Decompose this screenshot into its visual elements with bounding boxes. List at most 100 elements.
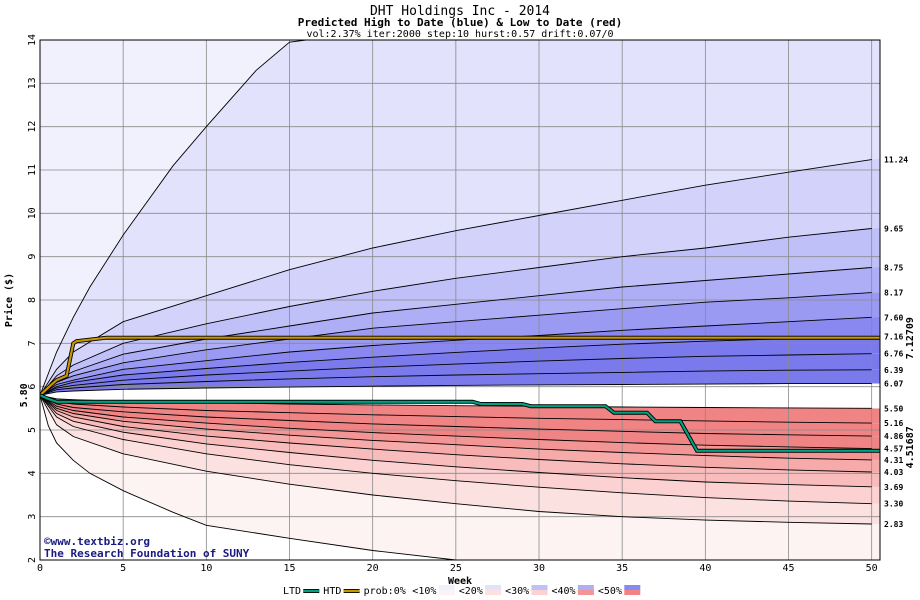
quantile-value-label: 8.75 — [884, 264, 903, 273]
x-tick-label: 0 — [37, 563, 43, 574]
y-tick-label: 8 — [27, 297, 38, 303]
quantile-curve — [40, 394, 872, 461]
quantile-value-label: 7.16 — [884, 332, 903, 341]
y-axis-ticks: 2 3 4 5 6 7 8 9 10 11 12 13 14 — [27, 34, 38, 563]
quantile-value-label: 4.03 — [884, 468, 903, 477]
series-lines — [40, 335, 880, 453]
upper-prob-band — [40, 369, 880, 396]
y-tick-label: 11 — [27, 164, 38, 176]
upper-prob-band — [40, 292, 880, 396]
lower-prob-band — [40, 395, 880, 473]
lower-prob-band — [40, 395, 880, 525]
quantile-curve — [40, 40, 307, 396]
lower-prob-band — [40, 395, 880, 504]
quantile-curve — [40, 394, 872, 488]
y-tick-label: 9 — [27, 254, 38, 260]
y-tick-label: 7 — [27, 340, 38, 346]
start-price-label: 5.80 — [19, 383, 30, 407]
x-tick-label: 30 — [533, 563, 545, 574]
legend-swatch-lower — [531, 590, 548, 595]
quantile-value-label: 3.69 — [884, 483, 903, 492]
x-tick-label: 35 — [616, 563, 628, 574]
series-htd-line — [40, 336, 880, 397]
quantile-curve — [40, 369, 872, 396]
x-tick-label: 15 — [283, 563, 295, 574]
x-tick-label: 20 — [367, 563, 379, 574]
legend-label: HTD — [323, 586, 341, 597]
quantile-curve — [40, 228, 872, 396]
legend-swatch-lower — [438, 590, 455, 595]
legend-label: <50% — [598, 586, 622, 597]
legend-swatch-lower — [624, 590, 641, 595]
quantile-curve — [40, 394, 872, 473]
series-ltd-line — [40, 394, 880, 452]
lower-prob-band — [40, 395, 880, 461]
y-tick-label: 6 — [27, 384, 38, 390]
x-axis-label: Week — [448, 576, 472, 587]
quantile-curve — [40, 395, 872, 505]
quantile-value-label: 6.76 — [884, 350, 903, 359]
y-tick-label: 3 — [27, 514, 38, 520]
quantile-value-label: 7.60 — [884, 313, 903, 322]
legend-label: prob:0% — [364, 586, 406, 597]
legend-swatch-lower — [485, 590, 502, 595]
quantile-value-label: 11.24 — [884, 156, 908, 165]
lower-prob-band — [40, 395, 880, 437]
credit-website: ©www.textbiz.org — [44, 535, 150, 548]
legend-swatch-upper — [438, 585, 455, 590]
x-tick-label: 45 — [782, 563, 794, 574]
quantile-curves — [40, 40, 872, 560]
x-tick-label: 40 — [699, 563, 711, 574]
quantile-curve — [40, 292, 872, 396]
quantile-curve — [40, 335, 872, 396]
quantile-curve — [40, 267, 872, 396]
quantile-value-label: 5.50 — [884, 404, 903, 413]
legend-swatch-lower — [577, 590, 594, 595]
y-tick-label: 10 — [27, 207, 38, 219]
quantile-value-label: 2.83 — [884, 520, 903, 529]
plot-frame — [39, 39, 881, 561]
lower-prob-band — [40, 395, 880, 487]
quantile-value-label: 8.17 — [884, 289, 903, 298]
y-tick-label: 5 — [27, 427, 38, 433]
x-tick-label: 25 — [450, 563, 462, 574]
y-tick-label: 2 — [27, 557, 38, 563]
upper-prob-band — [40, 40, 880, 396]
quantile-value-label: 9.65 — [884, 225, 903, 234]
x-tick-label: 10 — [200, 563, 212, 574]
x-tick-label: 50 — [866, 563, 878, 574]
quantile-value-label: 4.31 — [884, 456, 903, 465]
grid-lines — [40, 40, 880, 560]
legend-swatch-upper — [531, 585, 548, 590]
y-tick-label: 12 — [27, 121, 38, 133]
quantile-curve — [40, 316, 872, 396]
lower-prob-band — [40, 395, 880, 449]
quantile-value-label: 4.57 — [884, 445, 903, 454]
legend-label: LTD — [283, 586, 301, 597]
upper-prob-band — [40, 336, 880, 396]
ltd-final-value: 4.51687 — [905, 426, 916, 468]
probability-bands — [40, 40, 880, 560]
legend-label: <20% — [459, 586, 483, 597]
y-tick-label: 4 — [27, 470, 38, 476]
quantile-value-label: 3.30 — [884, 500, 903, 509]
upper-prob-band — [40, 266, 880, 396]
legend-label: <40% — [552, 586, 576, 597]
quantile-curve — [40, 394, 872, 424]
y-axis-label: Price ($) — [3, 273, 15, 327]
quantile-value-label: 6.07 — [884, 380, 903, 389]
y-tick-label: 13 — [27, 77, 38, 89]
quantile-curve — [40, 395, 872, 525]
upper-prob-band — [40, 40, 880, 396]
htd-final-value: 7.12709 — [905, 317, 916, 359]
legend-label: <30% — [505, 586, 529, 597]
legend-swatch-upper — [624, 585, 641, 590]
right-quantile-labels: 11.24 9.65 8.75 8.17 7.60 7.16 6.76 6.39 6.07 5.5… — [884, 156, 908, 529]
x-axis-ticks: 0 5 10 15 20 25 30 35 40 45 50 — [37, 563, 878, 574]
quantile-curve — [40, 383, 872, 396]
quantile-value-label: 4.86 — [884, 432, 903, 441]
chart-title: DHT Holdings Inc - 2014 — [370, 4, 550, 19]
legend-label: <10% — [412, 586, 436, 597]
credit-organization: The Research Foundation of SUNY — [44, 547, 250, 560]
legend-swatch-upper — [485, 585, 502, 590]
